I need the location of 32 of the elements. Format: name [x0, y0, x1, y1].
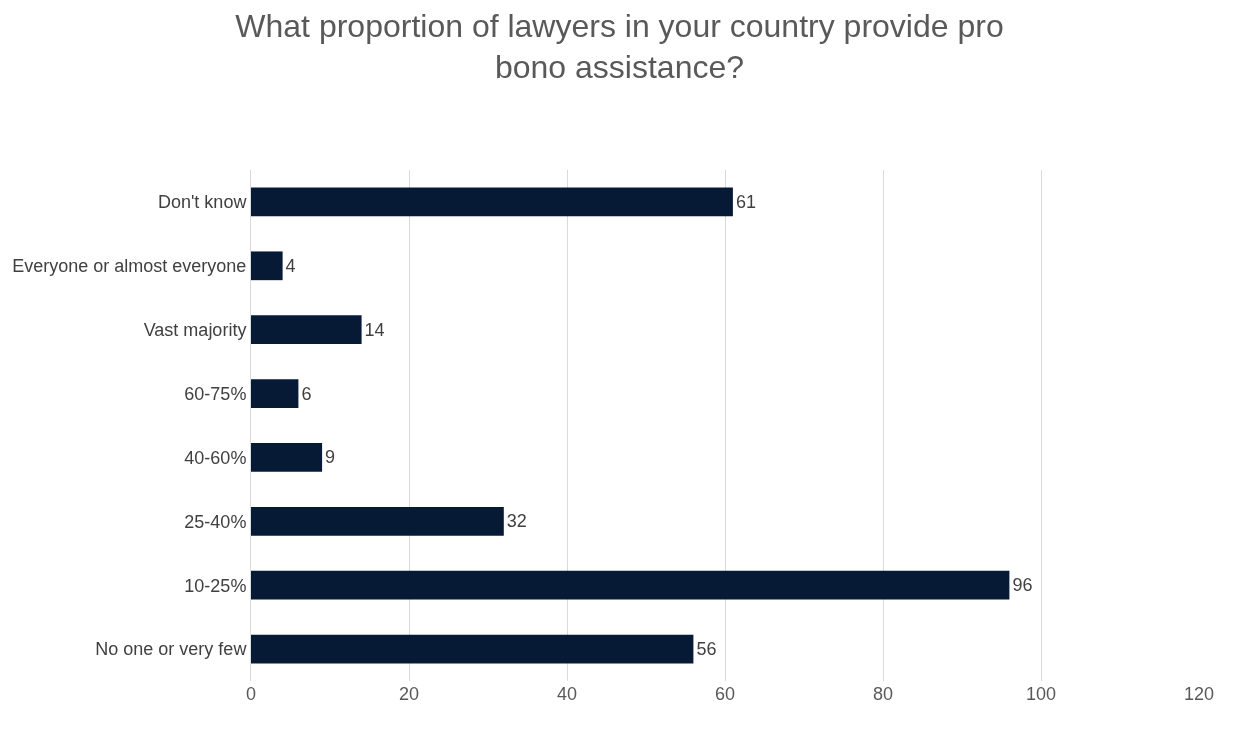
bar [251, 379, 299, 408]
x-tick-label: 120 [1183, 684, 1215, 704]
y-tick-label: Everyone or almost everyone [12, 256, 247, 277]
x-tick-label: 40 [556, 684, 578, 704]
data-label: 14 [364, 319, 385, 340]
y-tick-label: 25-40% [184, 511, 247, 532]
x-tick-label: 20 [398, 684, 420, 704]
bar [251, 315, 362, 345]
y-tick-label: Don't know [157, 192, 248, 213]
bar [251, 506, 504, 536]
x-tick-label: 80 [872, 684, 894, 704]
y-tick-label: 10-25% [184, 575, 247, 596]
data-label: 9 [325, 447, 336, 468]
y-tick-label: No one or very few [95, 639, 248, 660]
data-label: 6 [301, 383, 312, 404]
bar [251, 570, 1010, 600]
bar [251, 187, 733, 217]
y-tick-label: Vast majority [143, 319, 247, 340]
data-label: 56 [696, 639, 717, 660]
x-tick-label: 0 [245, 684, 257, 704]
bar [251, 634, 694, 664]
bar [251, 251, 283, 281]
y-tick-label: 40-60% [184, 447, 247, 468]
data-label: 32 [506, 511, 527, 532]
data-label: 4 [285, 255, 296, 276]
y-tick-label: 60-75% [184, 383, 247, 404]
data-label: 61 [735, 191, 756, 212]
data-label: 96 [1012, 575, 1033, 596]
x-tick-label: 60 [714, 684, 736, 704]
x-tick-label: 100 [1025, 684, 1057, 704]
bar [251, 443, 323, 472]
chart-title: What proportion of lawyers in your country provide pro bono assistance? [235, 7, 1004, 86]
